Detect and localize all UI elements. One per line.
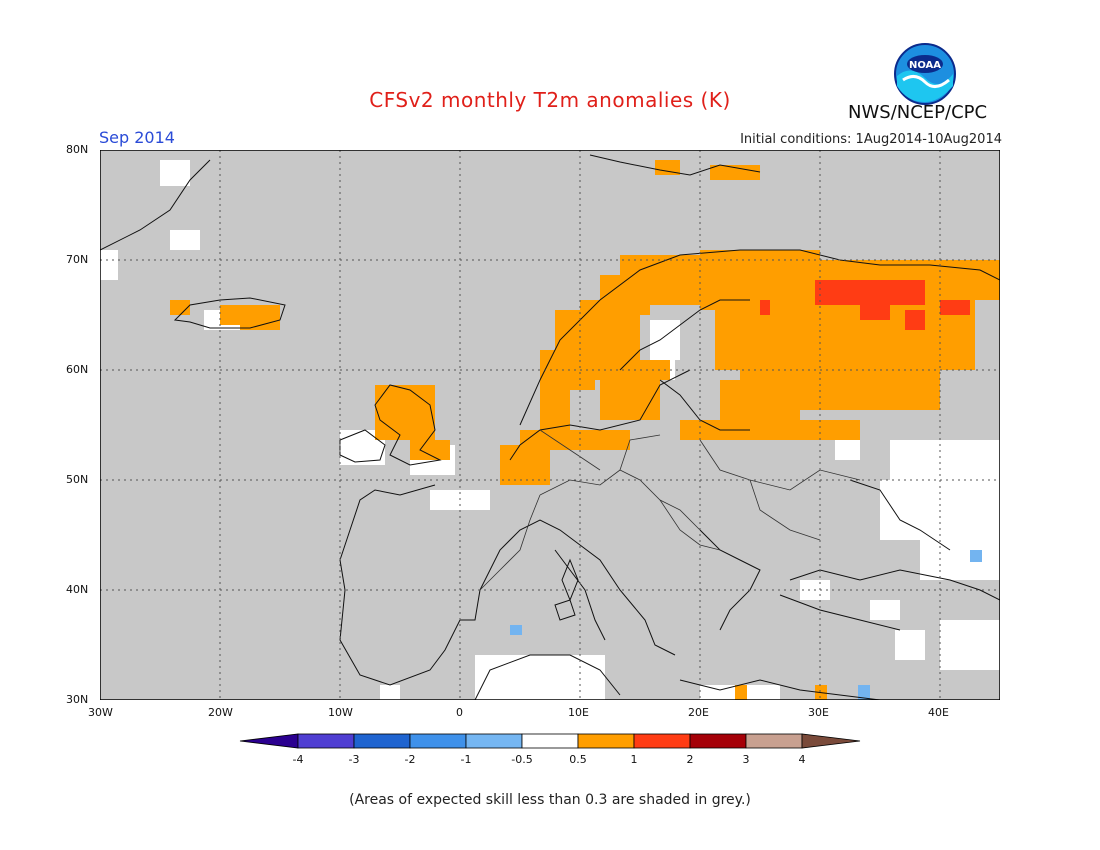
graticule bbox=[100, 150, 1000, 700]
lat-label: 30N bbox=[66, 693, 89, 706]
lat-label: 40N bbox=[66, 583, 89, 596]
warm-anomaly-patches bbox=[170, 160, 1000, 700]
cool-anomaly-patches bbox=[510, 550, 982, 700]
forecast-month: Sep 2014 bbox=[99, 128, 175, 147]
colorbar-segment bbox=[633, 733, 691, 749]
colorbar-tick-label: 0.5 bbox=[569, 753, 587, 766]
colorbar-min-arrow bbox=[239, 733, 299, 749]
strong-warm-anomaly-patches bbox=[760, 280, 970, 330]
colorbar-segment bbox=[409, 733, 467, 749]
colorbar-segment bbox=[297, 733, 355, 749]
noaa-logo-text: NOAA bbox=[909, 60, 941, 71]
colorbar-max-arrow bbox=[801, 733, 861, 749]
lon-label: 40E bbox=[928, 706, 949, 719]
lon-label: 30E bbox=[808, 706, 829, 719]
lon-label: 10W bbox=[328, 706, 353, 719]
anomaly-map bbox=[100, 150, 1000, 700]
org-label: NWS/NCEP/CPC bbox=[848, 102, 988, 123]
colorbar-tick-label: 4 bbox=[799, 753, 806, 766]
lat-label: 80N bbox=[66, 143, 89, 156]
colorbar-tick-label: -0.5 bbox=[511, 753, 532, 766]
colorbar-segment bbox=[689, 733, 747, 749]
lon-label: 10E bbox=[568, 706, 589, 719]
initial-conditions: Initial conditions: 1Aug2014-10Aug2014 bbox=[740, 132, 1002, 147]
coastlines bbox=[100, 154, 1000, 700]
lon-label: 20E bbox=[688, 706, 709, 719]
skill-footnote: (Areas of expected skill less than 0.3 a… bbox=[349, 792, 751, 808]
noaa-logo-icon: NOAA bbox=[894, 43, 956, 105]
colorbar-segment bbox=[745, 733, 803, 749]
colorbar-tick-label: 3 bbox=[743, 753, 750, 766]
colorbar-tick-label: 1 bbox=[631, 753, 638, 766]
colorbar: -4 -3 -2 -1 -0.5 0.5 1 2 3 4 bbox=[239, 733, 861, 766]
colorbar-segment bbox=[353, 733, 411, 749]
country-borders bbox=[479, 429, 861, 591]
lat-label: 60N bbox=[66, 363, 89, 376]
colorbar-segment bbox=[465, 733, 523, 749]
colorbar-tick-label: -4 bbox=[293, 753, 304, 766]
lon-label: 30W bbox=[88, 706, 113, 719]
colorbar-segment bbox=[521, 733, 579, 749]
lon-label: 0 bbox=[456, 706, 463, 719]
colorbar-tick-label: -1 bbox=[461, 753, 472, 766]
colorbar-segment bbox=[577, 733, 635, 749]
map-title: CFSv2 monthly T2m anomalies (K) bbox=[369, 88, 731, 112]
lat-label: 70N bbox=[66, 253, 89, 266]
colorbar-tick-label: -2 bbox=[405, 753, 416, 766]
colorbar-tick-label: -3 bbox=[349, 753, 360, 766]
lat-label: 50N bbox=[66, 473, 89, 486]
colorbar-tick-label: 2 bbox=[687, 753, 694, 766]
lon-label: 20W bbox=[208, 706, 233, 719]
